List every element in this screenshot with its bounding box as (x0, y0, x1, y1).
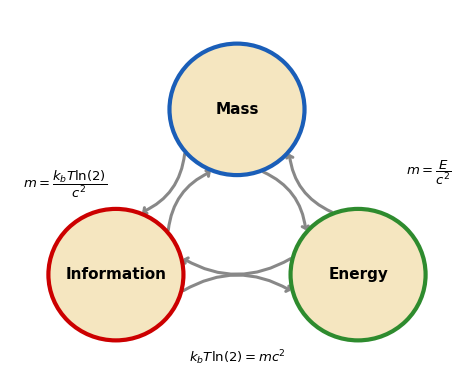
Ellipse shape (48, 209, 183, 340)
Text: $m = \dfrac{k_b T \ln(2)}{c^2}$: $m = \dfrac{k_b T \ln(2)}{c^2}$ (23, 169, 107, 200)
Text: Energy: Energy (328, 267, 388, 282)
Ellipse shape (170, 44, 304, 175)
Text: $k_b T \ln(2) = mc^2$: $k_b T \ln(2) = mc^2$ (189, 348, 285, 367)
Text: Mass: Mass (215, 102, 259, 117)
Ellipse shape (291, 209, 426, 340)
Text: $m = \dfrac{E}{c^2}$: $m = \dfrac{E}{c^2}$ (406, 159, 451, 187)
Text: Information: Information (65, 267, 166, 282)
